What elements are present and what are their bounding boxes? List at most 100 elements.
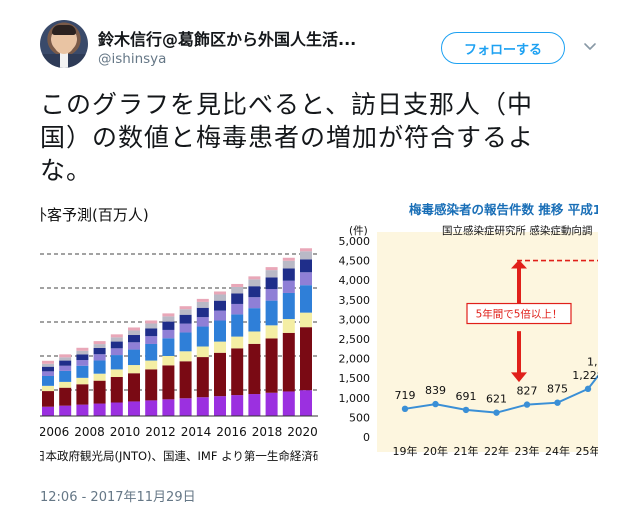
bar-segment — [59, 405, 72, 416]
x-tick-label: 2014 — [181, 425, 212, 439]
bar-segment — [179, 309, 192, 315]
bar-segment — [282, 257, 295, 261]
left-chart-bars — [42, 248, 312, 416]
syphilis-report-chart: 梅毒感染者の報告件数 推移 平成19 国立感染症研究所 感染症動向調 (件) 5… — [319, 192, 598, 468]
y-tick-label: 4,000 — [339, 274, 371, 287]
x-tick-label: 2018 — [252, 425, 283, 439]
bar-segment — [231, 336, 244, 349]
bar-segment — [145, 343, 158, 361]
bar-segment — [265, 325, 278, 339]
plot-background — [377, 232, 598, 452]
bar-segment — [300, 390, 312, 416]
bar-segment — [59, 365, 72, 371]
bar-segment — [214, 341, 226, 353]
display-name[interactable]: 鈴木信行@葛飾区から外国人生活... — [98, 30, 357, 49]
bar-segment — [196, 326, 209, 347]
bar-segment — [110, 355, 123, 370]
bar-segment — [42, 385, 54, 392]
bar-segment — [162, 365, 175, 400]
data-label: 621 — [486, 393, 507, 406]
bar-segment — [265, 270, 278, 278]
bar-segment — [300, 272, 312, 286]
bar-segment — [110, 348, 123, 356]
bar-segment — [196, 317, 209, 327]
media-left-visitor-forecast-chart[interactable]: 外客予測(百万人) 2006 2008 2010 2012 2014 2016 2018 20… — [40, 192, 318, 468]
bar-segment — [196, 298, 209, 302]
x-tick-label: 2010 — [110, 425, 141, 439]
bar-segment — [248, 276, 261, 280]
bar-segment — [282, 268, 295, 281]
bar-segment — [42, 391, 54, 407]
bar-segment — [162, 355, 175, 366]
bar-segment — [145, 400, 158, 416]
bar-segment — [231, 293, 244, 304]
bar-segment — [179, 351, 192, 362]
bar-segment — [196, 346, 209, 358]
bar-segment — [145, 323, 158, 329]
bar-segment — [128, 373, 140, 402]
bar-segment — [59, 360, 72, 366]
bar-segment — [128, 365, 140, 374]
bar-segment — [110, 337, 123, 342]
y-tick-label: 2,000 — [339, 353, 371, 366]
y-tick-label: 1,500 — [339, 372, 371, 385]
x-tick-label: 2006 — [40, 425, 69, 439]
bar-segment — [214, 294, 226, 301]
bar-segment — [265, 338, 278, 393]
bar-segment — [248, 308, 261, 332]
bar-segment — [76, 384, 89, 405]
x-tick-label: 2012 — [145, 425, 176, 439]
right-chart-unit: (件) — [349, 225, 368, 237]
right-chart-title: 梅毒感染者の報告件数 推移 平成19 — [409, 202, 598, 217]
left-chart-title: 外客予測(百万人) — [40, 206, 149, 224]
bar-segment — [179, 314, 192, 324]
bar-segment — [196, 397, 209, 416]
bar-segment — [265, 289, 278, 301]
bar-segment — [214, 310, 226, 321]
chevron-down-icon[interactable] — [582, 38, 598, 54]
bar-segment — [42, 406, 54, 416]
tweet-text-line: な。 — [40, 156, 93, 185]
bar-segment — [300, 312, 312, 328]
bar-segment — [282, 292, 295, 320]
data-point — [523, 401, 531, 408]
tweet-text-line: このグラフを見比べると、訪日支那人（中 — [40, 90, 534, 119]
data-label: 875 — [547, 383, 568, 396]
data-label: 827 — [517, 385, 538, 398]
bar-segment — [145, 336, 158, 344]
x-tick-label: 20年 — [423, 444, 448, 458]
follow-button[interactable]: フォローする — [441, 32, 565, 64]
y-tick-label: 5,000 — [339, 235, 371, 248]
bar-segment — [300, 285, 312, 313]
data-label: 719 — [395, 389, 416, 402]
left-chart-x-labels: 2006 2008 2010 2012 2014 2016 2018 2020 — [40, 425, 318, 439]
x-tick-label: 25年 — [576, 444, 599, 458]
bar-segment — [231, 348, 244, 396]
bar-segment — [162, 329, 175, 339]
bar-segment — [282, 332, 295, 392]
right-chart-subtitle: 国立感染症研究所 感染症動向調 — [442, 224, 592, 237]
bar-segment — [282, 391, 295, 416]
bar-segment — [179, 306, 192, 310]
bar-segment — [248, 331, 261, 344]
user-handle[interactable]: @ishinsya — [98, 51, 167, 67]
media-right-syphilis-chart[interactable]: 梅毒感染者の報告件数 推移 平成19 国立感染症研究所 感染症動向調 (件) 5… — [319, 192, 598, 468]
x-tick-label: 19年 — [393, 444, 418, 458]
y-tick-label: 3,000 — [339, 313, 371, 326]
avatar[interactable] — [40, 20, 88, 68]
bar-segment — [76, 365, 89, 378]
bar-segment — [179, 332, 192, 352]
bar-segment — [214, 291, 226, 295]
bar-segment — [145, 320, 158, 324]
bar-segment — [300, 251, 312, 260]
bar-segment — [162, 399, 175, 416]
bar-segment — [110, 402, 123, 416]
bar-segment — [128, 342, 140, 350]
timestamp[interactable]: 12:06 - 2017年11月29日 — [40, 490, 196, 505]
bar-segment — [231, 314, 244, 337]
bar-segment — [93, 403, 106, 416]
bar-segment — [162, 321, 175, 330]
bar-segment — [162, 313, 175, 317]
x-tick-label: 2020 — [287, 425, 318, 439]
bar-segment — [110, 334, 123, 338]
